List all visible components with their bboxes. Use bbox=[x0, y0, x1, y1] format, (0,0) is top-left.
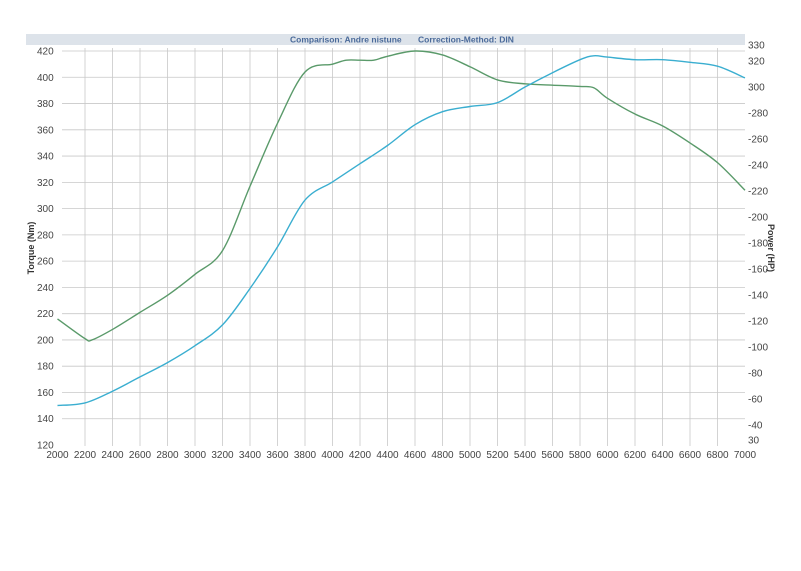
x-tick-label: 4400 bbox=[376, 450, 399, 461]
y2-tick-label: -140 bbox=[748, 291, 768, 302]
x-tick-label: 5400 bbox=[514, 450, 537, 461]
x-tick-label: 3800 bbox=[294, 450, 317, 461]
y2-tick-label: 300 bbox=[748, 83, 765, 94]
y-tick-label: 260 bbox=[37, 257, 54, 268]
header-bar bbox=[26, 34, 745, 45]
x-tick-label: 2400 bbox=[101, 450, 124, 461]
y2-tick-label: -60 bbox=[748, 395, 763, 406]
x-tick-label: 4800 bbox=[431, 450, 454, 461]
y2-tick-label: -200 bbox=[748, 213, 768, 224]
series-lines bbox=[57, 50, 746, 407]
y2-tick-label: -260 bbox=[748, 135, 768, 146]
x-tick-label: 6800 bbox=[706, 450, 729, 461]
y2-tick-label: 30 bbox=[748, 436, 760, 447]
y2-tick-label: -160 bbox=[748, 265, 768, 276]
y-tick-label: 320 bbox=[37, 178, 54, 189]
x-tick-label: 3000 bbox=[184, 450, 207, 461]
y2-tick-label: -240 bbox=[748, 161, 768, 172]
y-tick-label: 200 bbox=[37, 335, 54, 346]
x-tick-label: 2800 bbox=[156, 450, 179, 461]
y-tick-label: 140 bbox=[37, 414, 54, 425]
y2-tick-label: -280 bbox=[748, 109, 768, 120]
grid bbox=[62, 48, 745, 446]
y2-tick-label: -100 bbox=[748, 343, 768, 354]
x-tick-label: 4200 bbox=[349, 450, 372, 461]
y-tick-label: 360 bbox=[37, 125, 54, 136]
y-tick-label: 240 bbox=[37, 283, 54, 294]
torque-line bbox=[57, 50, 746, 342]
y-axis-label-torque: Torque (Nm) bbox=[26, 222, 36, 275]
x-tick-label: 7000 bbox=[734, 450, 757, 461]
x-tick-label: 5200 bbox=[486, 450, 509, 461]
y2-tick-label: -180 bbox=[748, 239, 768, 250]
x-tick-label: 5600 bbox=[541, 450, 564, 461]
y2-tick-label: -40 bbox=[748, 421, 763, 432]
y2-tick-label: -220 bbox=[748, 187, 768, 198]
y-tick-label: 380 bbox=[37, 99, 54, 110]
y-tick-label: 160 bbox=[37, 388, 54, 399]
x-tick-label: 5800 bbox=[569, 450, 592, 461]
power-line bbox=[57, 55, 746, 407]
y-tick-label: 180 bbox=[37, 362, 54, 373]
x-tick-label: 4600 bbox=[404, 450, 427, 461]
x-tick-label: 2200 bbox=[74, 450, 97, 461]
y2-axis-label-power: Power (HP) bbox=[766, 224, 776, 272]
x-tick-label: 6000 bbox=[596, 450, 619, 461]
x-tick-label: 3200 bbox=[211, 450, 234, 461]
y-tick-label: 280 bbox=[37, 230, 54, 241]
x-tick-label: 6200 bbox=[624, 450, 647, 461]
x-tick-label: 3400 bbox=[239, 450, 262, 461]
y-tick-label: 220 bbox=[37, 309, 54, 320]
header-correction-method: Correction-Method: DIN bbox=[418, 35, 514, 45]
tick-labels: 120 140 160 180 200 220 240 260 280 300 320 340 360 3… bbox=[37, 41, 768, 462]
y-tick-label: 420 bbox=[37, 47, 54, 58]
x-tick-label: 2000 bbox=[46, 450, 69, 461]
x-tick-label: 2600 bbox=[129, 450, 152, 461]
y2-tick-label: 330 bbox=[748, 41, 765, 52]
x-tick-label: 6400 bbox=[651, 450, 674, 461]
x-tick-label: 4000 bbox=[321, 450, 344, 461]
y-tick-label: 340 bbox=[37, 152, 54, 163]
x-tick-label: 6600 bbox=[679, 450, 702, 461]
y2-tick-label: 320 bbox=[748, 57, 765, 68]
y-tick-label: 300 bbox=[37, 204, 54, 215]
x-tick-label: 5000 bbox=[459, 450, 482, 461]
y-tick-label: 400 bbox=[37, 73, 54, 84]
y2-tick-label: -80 bbox=[748, 369, 763, 380]
x-tick-label: 3600 bbox=[266, 450, 289, 461]
y-tick-label: 120 bbox=[37, 441, 54, 452]
y2-tick-label: -120 bbox=[748, 317, 768, 328]
header-comparison: Comparison: Andre nistune bbox=[290, 35, 402, 45]
